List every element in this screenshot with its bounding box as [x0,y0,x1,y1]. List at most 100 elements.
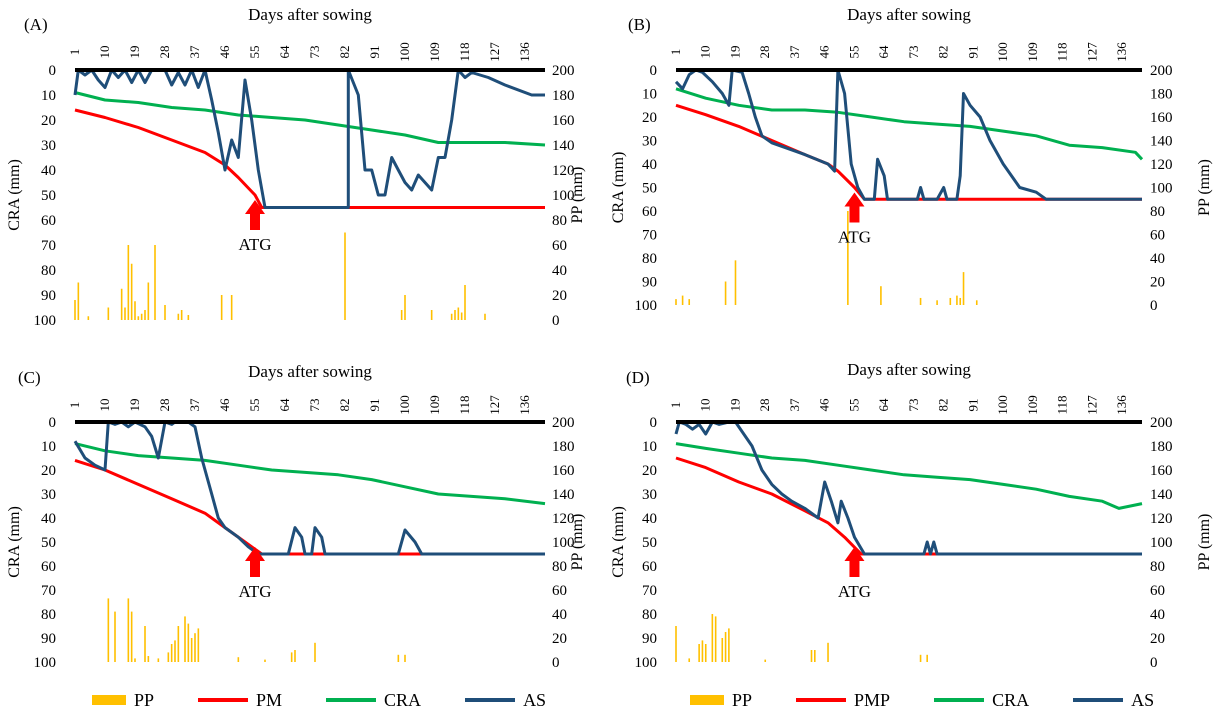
legend-item-cra: CRA [934,690,1029,711]
legend-label: PM [256,689,283,710]
pp-bar [187,623,190,662]
pp-bar [174,640,176,662]
y2-tick-label: 140 [1150,487,1173,503]
y-tick-label: 0 [49,63,57,79]
y-tick-label: 10 [41,88,56,104]
y-tick-labels: 0 10 20 30 40 50 60 70 80 90 100 [34,63,57,329]
pp-bar [314,642,316,662]
chart-panel-c: (C) Days after sowing 1 10 19 28 37 46 55 64 73 82 9… [6,362,586,671]
pp-bar [190,638,193,662]
x-tick-label: 64 [876,45,891,59]
y-tick-label: 50 [41,535,56,551]
pp-bar [880,286,882,305]
pp-bar [728,628,730,662]
x-tick-labels: 1 10 19 28 37 46 55 64 73 82 91 100 109 118 127 136 [67,42,532,62]
pp-bars [74,232,486,320]
pp-bar [87,316,90,320]
x-axis-title: Days after sowing [248,5,372,24]
x-tick-labels: 1 10 19 28 37 46 55 64 73 82 91 100 109 118 127 136 [668,42,1129,62]
x-tick-label: 64 [277,398,292,412]
x-tick-label: 109 [427,395,442,415]
x-tick-label: 109 [427,42,442,62]
panel-label: (B) [628,15,651,34]
x-tick-label: 28 [157,46,172,59]
atg-label: ATG [238,582,271,601]
pp-bar [164,305,166,320]
y2-tick-label: 60 [552,238,567,254]
y2-tick-label: 20 [1150,275,1165,291]
x-tick-label: 64 [277,45,292,59]
y-tick-label: 10 [41,439,56,455]
x-tick-label: 37 [787,45,802,59]
x-tick-label: 91 [367,46,382,59]
atg-arrow-shape [844,192,865,223]
pp-bar [344,232,346,320]
pp-bar [177,626,180,662]
legend-swatch [198,698,249,702]
y-tick-label: 60 [41,559,56,575]
pp-bar [698,644,700,662]
pp-bar [827,642,829,662]
y2-tick-label: 180 [1150,439,1173,455]
y-tick-label: 0 [49,415,57,431]
legend-swatch [92,695,126,705]
x-tick-label: 118 [457,42,472,61]
pp-bar [264,659,266,662]
pp-bar [157,658,160,662]
chart-panel-b: (B) Days after sowing 1 10 19 28 37 46 55 64 73 82 9… [610,5,1213,314]
x-tick-label: 82 [936,399,951,412]
pp-bar [724,632,727,662]
x-tick-label: 37 [187,45,202,59]
pm-line [675,103,1142,201]
y2-tick-label: 160 [552,463,575,479]
panel-label: (C) [18,368,41,387]
x-tick-label: 1 [67,402,82,409]
y2-tick-label: 100 [1150,535,1173,551]
x-tick-label: 37 [187,398,202,412]
y2-axis-label: PP (mm) [569,514,586,571]
pp-bar [810,650,813,662]
y2-axis-label: PP (mm) [569,167,586,224]
chart-panel-a: (A) Days after sowing 1 10 19 28 37 46 55 64 73 82 9… [6,5,586,329]
pp-bar [140,313,143,320]
pp-bar [484,313,486,320]
y-tick-label: 10 [642,439,657,455]
x-tick-label: 100 [995,395,1010,415]
panel-label: (A) [24,15,48,34]
x-tick-label: 136 [1114,395,1129,415]
x-tick-label: 10 [698,399,713,412]
pp-bar [177,313,180,320]
pp-bar [404,295,406,320]
pp-bar [764,659,767,662]
y2-tick-label: 60 [1150,583,1165,599]
pp-bar [127,245,130,320]
x-tick-label: 82 [337,399,352,412]
cra-line [74,442,546,506]
pp-bar [180,310,183,320]
y-tick-label: 90 [642,275,657,291]
pp-bar [137,316,140,320]
pp-bars [107,598,406,662]
y-tick-label: 90 [41,288,56,304]
pp-bar [130,611,133,662]
x-tick-label: 55 [846,46,861,59]
x-tick-label: 127 [487,395,502,415]
pp-bar [397,654,400,662]
pp-bar [675,626,677,662]
y-tick-label: 20 [41,463,56,479]
pp-bars [675,614,928,662]
pp-bar [107,598,110,662]
pp-bar [107,307,110,320]
x-axis-title: Days after sowing [847,5,971,24]
legend-item-cra: CRA [326,690,421,711]
y2-tick-label: 40 [1150,251,1165,267]
y2-tick-label: 40 [1150,607,1165,623]
as-line [674,68,1142,201]
pp-bar [959,297,962,305]
y2-tick-label: 140 [1150,134,1173,150]
x-tick-label: 91 [367,399,382,412]
y2-tick-label: 80 [552,559,567,575]
